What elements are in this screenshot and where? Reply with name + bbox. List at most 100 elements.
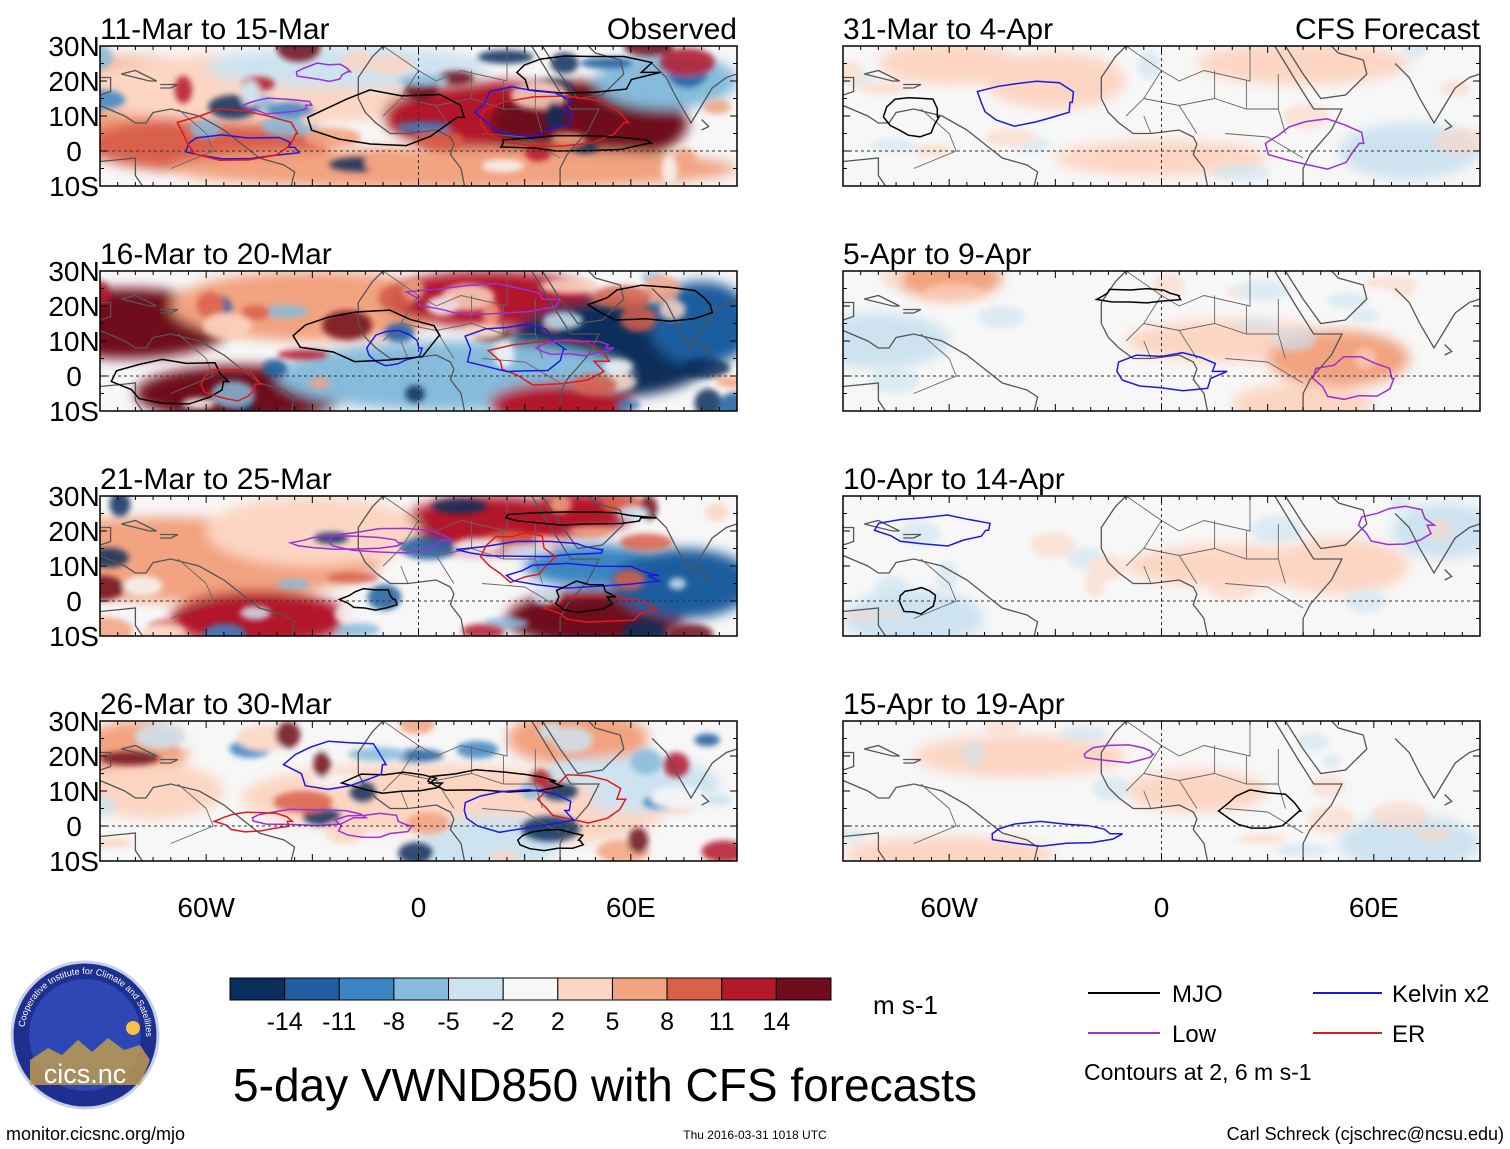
anomaly-contour xyxy=(504,511,657,526)
anomaly-speck xyxy=(182,397,215,410)
anomaly-patch xyxy=(1338,815,1480,861)
colorbar-tick-label: 5 xyxy=(606,1008,620,1036)
colorbar-unit: m s-1 xyxy=(873,990,938,1020)
coastline xyxy=(100,751,112,771)
coastline xyxy=(864,519,900,532)
anomaly-contour xyxy=(333,812,414,839)
border xyxy=(1178,780,1198,809)
anomaly-speck xyxy=(123,575,163,596)
coastline xyxy=(843,157,887,186)
panel-date-label: 16-Mar to 20-Mar xyxy=(100,238,332,271)
anomaly-speck xyxy=(277,349,329,360)
anomaly-contour xyxy=(882,97,941,138)
panel-ticks xyxy=(842,720,1481,862)
anomaly-speck xyxy=(325,820,366,845)
anomaly-speck xyxy=(530,769,553,790)
border xyxy=(1267,586,1304,609)
figure-title: 5-day VWND850 with CFS forecasts xyxy=(233,1059,977,1111)
anomaly-speck xyxy=(453,537,502,555)
panel-fc4: 15-Apr to 19-Apr xyxy=(842,688,1481,862)
anomaly-speck xyxy=(220,625,239,636)
observed-label: Observed xyxy=(607,13,737,46)
coastline xyxy=(357,721,384,774)
y-tick-label: 10N xyxy=(48,101,99,132)
colorbar-swatch xyxy=(502,977,559,1001)
border xyxy=(1178,555,1198,584)
border xyxy=(920,108,950,134)
anomaly-speck xyxy=(490,850,519,861)
anomaly-contour xyxy=(306,89,466,147)
anomaly-speck xyxy=(668,577,687,590)
anomaly-speck xyxy=(326,572,379,584)
coastline xyxy=(1284,721,1368,775)
anomaly-speck xyxy=(1092,776,1131,801)
anomaly-speck xyxy=(367,584,402,611)
border xyxy=(1125,271,1251,307)
anomaly-speck xyxy=(843,60,864,85)
panel-ticks xyxy=(842,495,1481,637)
coastline xyxy=(160,533,179,539)
anomaly-speck xyxy=(571,374,618,396)
border xyxy=(1225,583,1268,588)
coastline xyxy=(541,721,625,775)
panel-fc3: 10-Apr to 14-Apr xyxy=(842,463,1481,637)
anomaly-speck xyxy=(241,304,271,321)
border xyxy=(400,98,543,134)
anomaly-patch xyxy=(843,313,950,369)
anomaly-contour xyxy=(504,562,663,589)
anomaly-contour xyxy=(486,339,611,386)
colorbar-swatch xyxy=(229,977,286,1001)
anomaly-speck xyxy=(461,623,506,636)
colorbar-swatch xyxy=(721,977,777,1001)
coastline xyxy=(160,83,179,89)
coastline xyxy=(160,758,179,764)
coastline xyxy=(651,738,737,800)
coastline xyxy=(843,382,887,411)
anomaly-contour xyxy=(516,828,585,852)
coastline xyxy=(100,832,144,861)
coastline xyxy=(843,526,855,546)
anomaly-speck xyxy=(627,827,649,854)
anomaly-speck xyxy=(622,619,668,636)
anomaly-contour xyxy=(251,808,369,827)
anomaly-speck xyxy=(873,575,910,605)
colorbar-swatch xyxy=(611,977,668,1001)
y-tick-label: 0 xyxy=(66,361,82,392)
border xyxy=(1125,721,1251,757)
coastline xyxy=(843,329,1039,411)
anomaly-contour xyxy=(212,811,295,833)
anomaly-speck xyxy=(962,739,984,768)
anomaly-contour xyxy=(200,368,262,402)
coastline xyxy=(1394,738,1480,800)
anomaly-speck xyxy=(1212,163,1271,182)
border xyxy=(1225,133,1268,138)
anomaly-speck xyxy=(240,605,271,620)
anomaly-speck xyxy=(718,392,737,411)
coastline xyxy=(1100,98,1209,186)
border xyxy=(1125,520,1162,567)
coastline xyxy=(1274,721,1344,861)
anomaly-speck xyxy=(976,305,1026,329)
y-tick-label: 10S xyxy=(49,621,99,652)
legend-er-label: ER xyxy=(1392,1021,1425,1048)
anomaly-speck xyxy=(623,46,674,57)
coastline xyxy=(1100,773,1209,861)
anomaly-speck xyxy=(661,155,678,184)
border xyxy=(382,70,419,117)
anomaly-speck xyxy=(694,733,720,747)
anomaly-contour xyxy=(426,768,565,793)
anomaly-speck xyxy=(100,89,126,110)
y-tick-label: 30N xyxy=(48,706,99,737)
y-tick-label: 10S xyxy=(49,396,99,427)
coastline xyxy=(100,329,296,411)
coastline xyxy=(701,119,710,131)
coastline xyxy=(843,779,1039,861)
y-tick-label: 30N xyxy=(48,481,99,512)
panel-fc1: 31-Mar to 4-Apr CFS Forecast xyxy=(842,13,1481,187)
anomaly-speck xyxy=(659,48,715,77)
border xyxy=(170,808,214,844)
coastline xyxy=(651,288,737,350)
border xyxy=(400,340,409,359)
border xyxy=(1143,773,1286,809)
